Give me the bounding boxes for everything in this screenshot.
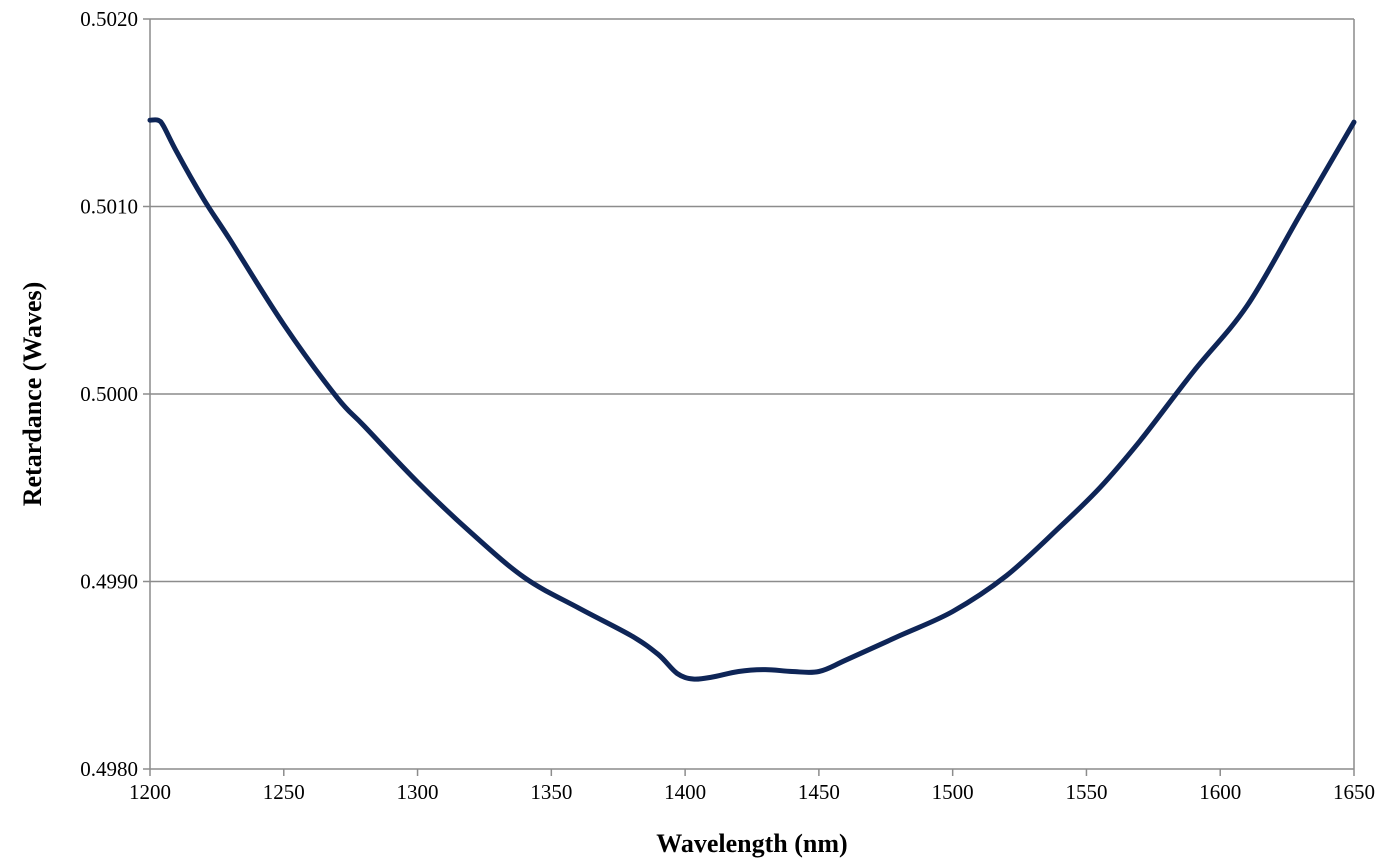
x-tick-label: 1600 (1199, 780, 1241, 804)
x-tick-label: 1450 (798, 780, 840, 804)
x-axis-title: Wavelength (nm) (656, 829, 847, 858)
y-tick-label: 0.5010 (80, 195, 138, 219)
x-tick-label: 1500 (932, 780, 974, 804)
y-tick-label: 0.4990 (80, 570, 138, 594)
x-axis-ticks: 1200 1250 1300 1350 1400 1450 1500 1550 1600 1650 (129, 769, 1375, 804)
y-tick-label: 0.5020 (80, 7, 138, 31)
x-tick-label: 1350 (530, 780, 572, 804)
gridlines (150, 18, 1354, 583)
y-axis-title: Retardance (Waves) (18, 282, 47, 507)
x-tick-label: 1250 (263, 780, 305, 804)
x-tick-label: 1650 (1333, 780, 1375, 804)
series-layer (147, 117, 1357, 682)
x-tick-label: 1400 (664, 780, 706, 804)
x-tick-label: 1200 (129, 780, 171, 804)
x-tick-label: 1550 (1065, 780, 1107, 804)
y-tick-label: 0.5000 (80, 382, 138, 406)
y-tick-label: 0.4980 (80, 757, 138, 781)
y-axis-ticks: 0.4980 0.4990 0.5000 0.5010 0.5020 (80, 7, 150, 781)
x-tick-label: 1300 (397, 780, 439, 804)
retardance-series-line (147, 117, 1357, 682)
